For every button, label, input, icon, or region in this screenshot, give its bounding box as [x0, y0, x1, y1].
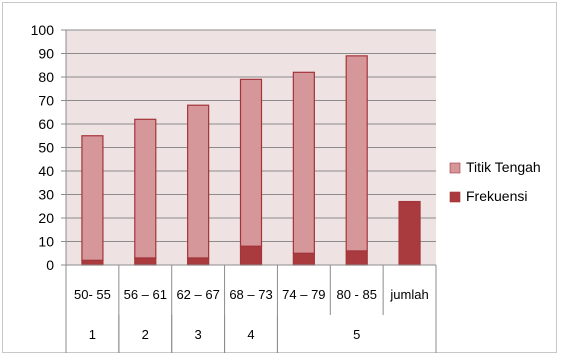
bar-titik-tengah — [187, 104, 210, 259]
y-tick-label: 30 — [38, 187, 54, 203]
bar-frekuensi — [398, 200, 421, 266]
bar-titik-tengah — [292, 71, 315, 254]
x-group-label: 5 — [353, 327, 360, 342]
legend-swatch-titik-tengah — [449, 162, 461, 174]
bar-titik-tengah — [345, 55, 368, 252]
x-tick-label: 74 – 79 — [282, 287, 325, 302]
y-tick-label: 40 — [38, 163, 54, 179]
bar-titik-tengah — [239, 78, 263, 247]
y-tick-label: 10 — [38, 234, 54, 250]
legend-label-titik-tengah: Titik Tengah — [466, 159, 541, 175]
y-tick-label: 80 — [38, 69, 54, 85]
y-tick-label: 50 — [38, 140, 54, 156]
x-tick-label: 56 – 61 — [124, 287, 167, 302]
bar-titik-tengah — [81, 135, 104, 261]
legend-swatch-frekuensi — [449, 191, 461, 203]
bar-frekuensi — [187, 257, 210, 266]
y-tick-label: 20 — [38, 210, 54, 226]
x-tick-label: 50- 55 — [74, 287, 111, 302]
bar-frekuensi — [345, 250, 368, 266]
x-tick-label: 68 – 73 — [229, 287, 272, 302]
x-group-label: 1 — [89, 327, 96, 342]
x-tick-label: 80 - 85 — [336, 287, 376, 302]
y-tick-label: 70 — [38, 93, 54, 109]
x-group-label: 2 — [142, 327, 149, 342]
bar-frekuensi — [81, 259, 104, 266]
y-tick-label: 0 — [46, 257, 54, 273]
x-tick-label: 62 – 67 — [176, 287, 219, 302]
bar-titik-tengah — [134, 118, 157, 259]
y-tick-label: 100 — [31, 22, 55, 38]
x-tick-label: jumlah — [389, 287, 428, 302]
legend-label-frekuensi: Frekuensi — [466, 188, 527, 204]
x-group-label: 4 — [247, 327, 254, 342]
bar-frekuensi — [134, 257, 157, 266]
y-tick-label: 90 — [38, 46, 54, 62]
y-tick-label: 60 — [38, 116, 54, 132]
bar-frekuensi — [239, 245, 263, 266]
x-group-label: 3 — [195, 327, 202, 342]
bar-frekuensi — [292, 252, 315, 266]
